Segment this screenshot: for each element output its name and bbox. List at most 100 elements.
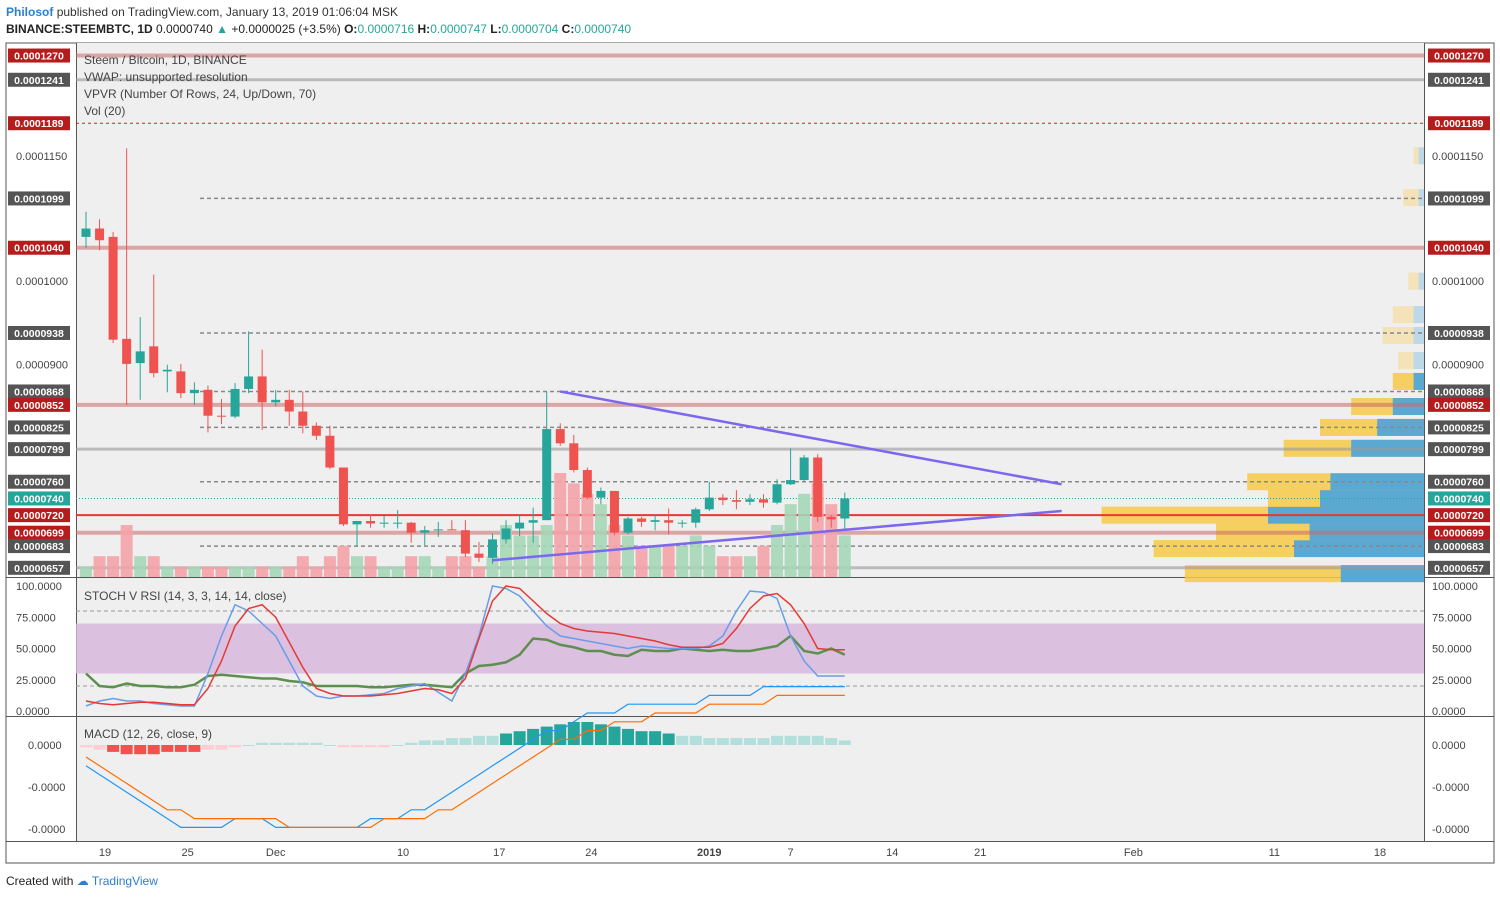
volume-bar [134, 556, 147, 577]
price-tag-left-bg [8, 560, 70, 575]
up-arrow-icon: ▲ [216, 22, 228, 36]
volume-bar [771, 525, 784, 577]
candle-body [230, 388, 240, 417]
macd-hist-bar [229, 745, 242, 748]
volume-bar [147, 556, 160, 577]
published-text: published on TradingView.com, January 13… [56, 5, 399, 19]
volume-bar [256, 566, 269, 577]
price-tag-right: 0.0000868 [1434, 386, 1484, 398]
candle-body [176, 371, 186, 394]
volume-bar [730, 556, 743, 577]
candle-body [542, 429, 552, 521]
header-line-1: Philosof published on TradingView.com, J… [6, 5, 398, 19]
time-tick: 18 [1374, 847, 1386, 859]
stoch-tick-left: 100.0000 [16, 581, 62, 593]
legend-vpvr: VPVR (Number Of Rows, 24, Up/Down, 70) [84, 87, 316, 101]
stoch-tick-right: 25.0000 [1432, 675, 1472, 687]
volume-bar [80, 566, 92, 577]
price-tag-left-bg [8, 48, 70, 63]
candle-body [772, 484, 782, 503]
vpvr-row-up [1418, 272, 1424, 290]
volume-bar [229, 566, 242, 577]
price-tag-right: 0.0000825 [1434, 422, 1484, 434]
volume-bar [337, 545, 350, 577]
time-tick: 7 [788, 847, 794, 859]
legend-stoch: STOCH V RSI (14, 3, 3, 14, 14, close) [84, 589, 287, 603]
macd-hist-bar [201, 745, 214, 750]
trendline [492, 509, 1062, 562]
candle-body [366, 521, 376, 524]
candle-body [447, 529, 457, 531]
price-tick-left: 0.0000900 [16, 360, 68, 372]
macd-hist-bar [825, 738, 838, 745]
price-tick-left: 0.0001150 [16, 151, 67, 163]
candle-body [271, 399, 281, 403]
candle-body [677, 522, 687, 524]
macd-hist-bar [80, 745, 92, 748]
vpvr-row-up [1413, 306, 1424, 324]
volume-bar [283, 566, 296, 577]
vpvr-row-up [1413, 352, 1424, 370]
price-tag-right: 0.0000852 [1434, 400, 1484, 412]
price-tag-right: 0.0000938 [1434, 328, 1484, 340]
volume-bar [716, 556, 729, 577]
macd-hist-bar [310, 742, 323, 745]
volume-bar [445, 556, 458, 577]
macd-hist-bar [351, 745, 363, 748]
trendlines [492, 390, 1062, 562]
volume-bar [825, 504, 838, 577]
price-tag-left: 0.0000657 [14, 563, 64, 575]
price-tag-right-bg [1428, 539, 1490, 554]
price-tag-left-bg [8, 491, 70, 506]
open-label: O: [344, 22, 358, 36]
macd-hist-bar [567, 722, 580, 745]
stoch-tick-left: 75.0000 [16, 612, 56, 624]
price-pane[interactable] [76, 43, 1424, 577]
footer-brand[interactable]: TradingView [91, 874, 158, 888]
symbol-label: BINANCE:STEEMBTC, 1D [6, 22, 153, 36]
macd-hist-bar [256, 742, 269, 745]
change-value: +0.0000025 (+3.5%) [231, 22, 341, 36]
volume-bar [472, 566, 485, 577]
macd-hist-bar [622, 728, 634, 745]
volume-bar [743, 556, 756, 577]
macd-hist-bar [730, 738, 743, 745]
time-tick: 14 [886, 847, 898, 859]
volume-bar [554, 473, 567, 577]
candle-body [217, 415, 226, 417]
price-tick-left: 0.0001000 [16, 276, 68, 288]
candle-body [122, 338, 132, 364]
candle-body [203, 389, 213, 416]
stoch-series-line [85, 585, 845, 707]
candle-body [298, 411, 308, 426]
price-tag-left-bg [8, 442, 70, 457]
macd-hist-bar [161, 745, 174, 752]
volume-bar [622, 535, 634, 577]
volume-bar [269, 566, 282, 577]
volume-bar [296, 556, 309, 577]
volume-bar [798, 493, 811, 577]
volume-bar [418, 556, 431, 577]
price-tag-left: 0.0001040 [14, 243, 64, 255]
stoch-tick-right: 75.0000 [1432, 612, 1472, 624]
macd-tick-right: 0.0000 [1432, 740, 1466, 752]
candle-body [596, 490, 606, 498]
volume-bar [161, 566, 174, 577]
candle-body [406, 522, 416, 533]
price-tag-right-bg [1428, 116, 1490, 131]
candle-body [284, 399, 294, 412]
vpvr-row-up [1340, 565, 1424, 583]
trendline [560, 390, 1062, 486]
macd-pane[interactable] [76, 717, 1424, 841]
volume-bar [120, 525, 133, 577]
macd-hist-bar [635, 731, 648, 745]
footer-prefix: Created with [6, 874, 74, 888]
author-link[interactable]: Philosof [6, 5, 54, 19]
volume-bar [310, 566, 323, 577]
macd-hist-bar [269, 742, 282, 745]
close-label: C: [561, 22, 575, 36]
price-tag-left: 0.0000699 [14, 528, 64, 540]
volume-bar [107, 556, 120, 577]
macd-hist-bar [364, 745, 377, 748]
